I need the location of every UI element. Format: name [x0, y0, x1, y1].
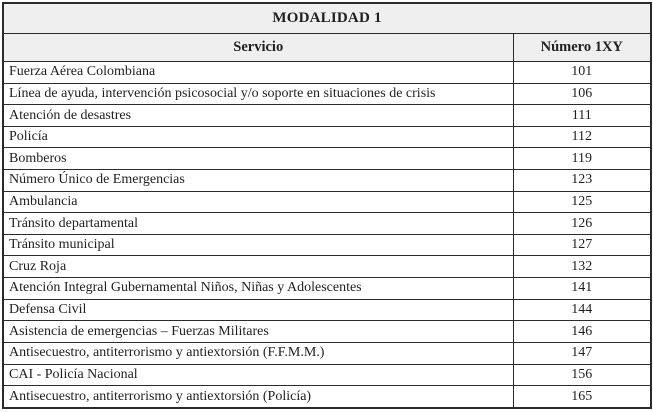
number-cell: 123 [512, 169, 652, 192]
table-row: Número Único de Emergencias 123 [2, 169, 652, 192]
number-cell: 147 [512, 341, 652, 365]
number-cell: 111 [512, 104, 652, 127]
column-header-servicio: Servicio [2, 33, 514, 62]
service-cell: Bomberos [2, 147, 514, 171]
number-cell: 132 [512, 255, 652, 279]
number-cell: 141 [512, 277, 652, 300]
service-cell: Policía [2, 125, 514, 149]
number-cell: 144 [512, 298, 652, 322]
table-row: Atención de desastres 111 [2, 104, 652, 127]
service-cell: CAI - Policía Nacional [2, 363, 514, 387]
table-row: Tránsito municipal 127 [2, 233, 652, 257]
table-row: Antisecuestro, antiterrorismo y antiexto… [2, 385, 652, 409]
service-cell: Ambulancia [2, 190, 514, 214]
number-cell: 125 [512, 190, 652, 214]
table-row: Asistencia de emergencias – Fuerzas Mili… [2, 320, 652, 343]
table-row: Policía 112 [2, 125, 652, 149]
table-row: Fuerza Aérea Colombiana 101 [2, 61, 652, 84]
table-row: Atención Integral Gubernamental Niños, N… [2, 277, 652, 300]
service-cell: Número Único de Emergencias [2, 169, 514, 192]
service-cell: Atención de desastres [2, 104, 514, 127]
column-header-numero-1xy: Número 1XY [512, 33, 652, 62]
service-cell: Defensa Civil [2, 298, 514, 322]
service-cell: Tránsito municipal [2, 233, 514, 257]
table-row: Bomberos 119 [2, 147, 652, 171]
service-cell: Fuerza Aérea Colombiana [2, 61, 514, 84]
number-cell: 126 [512, 212, 652, 235]
service-cell: Línea de ayuda, intervención psicosocial… [2, 82, 514, 106]
table-body: Fuerza Aérea Colombiana 101 Línea de ayuda… [2, 61, 652, 409]
table-row: Ambulancia 125 [2, 190, 652, 214]
number-cell: 112 [512, 125, 652, 149]
number-cell: 165 [512, 385, 652, 409]
table-row: CAI - Policía Nacional 156 [2, 363, 652, 387]
table-title: MODALIDAD 1 [2, 2, 652, 34]
table-title-row: MODALIDAD 1 [2, 2, 652, 34]
service-cell: Tránsito departamental [2, 212, 514, 235]
table-row: Antisecuestro, antiterrorismo y antiexto… [2, 341, 652, 365]
table-row: Cruz Roja 132 [2, 255, 652, 279]
number-cell: 119 [512, 147, 652, 171]
table-row: Defensa Civil 144 [2, 298, 652, 322]
number-cell: 146 [512, 320, 652, 343]
table-row: Línea de ayuda, intervención psicosocial… [2, 82, 652, 106]
service-cell: Antisecuestro, antiterrorismo y antiexto… [2, 385, 514, 409]
service-cell: Asistencia de emergencias – Fuerzas Mili… [2, 320, 514, 343]
number-cell: 101 [512, 61, 652, 84]
number-cell: 106 [512, 82, 652, 106]
service-cell: Atención Integral Gubernamental Niños, N… [2, 277, 514, 300]
number-cell: 156 [512, 363, 652, 387]
table-row: Tránsito departamental 126 [2, 212, 652, 235]
service-cell: Antisecuestro, antiterrorismo y antiexto… [2, 341, 514, 365]
number-cell: 127 [512, 233, 652, 257]
service-cell: Cruz Roja [2, 255, 514, 279]
table-header-row: Servicio Número 1XY [2, 33, 652, 62]
